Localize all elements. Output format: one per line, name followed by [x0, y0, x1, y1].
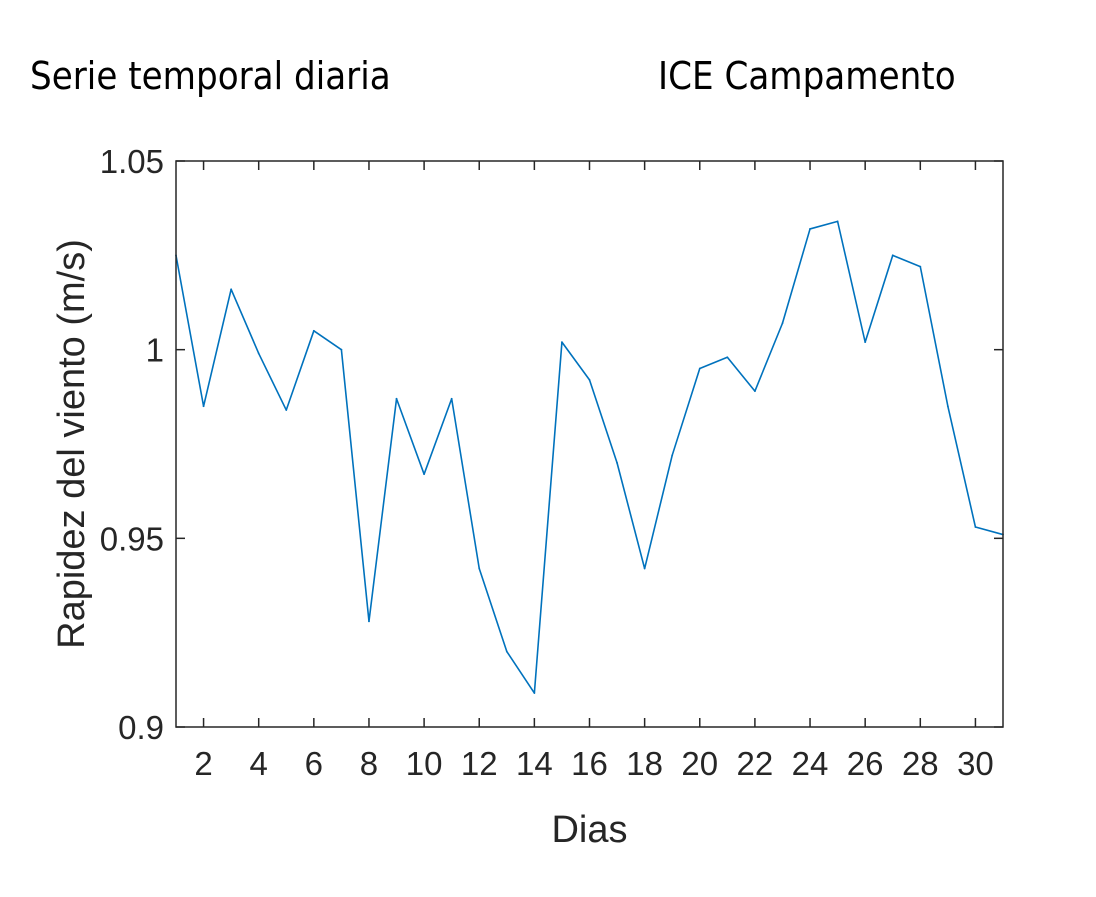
- x-tick-label: 18: [626, 745, 663, 782]
- left-title: Serie temporal diaria: [30, 54, 391, 98]
- x-axis-label: Dias: [551, 809, 627, 851]
- x-tick-label: 28: [902, 745, 939, 782]
- data-point: [643, 567, 646, 570]
- x-axis-ticks: 2 4 6 8 10 12 14 16 18 20 22 24 26 28 30: [194, 161, 994, 782]
- x-tick-label: 8: [360, 745, 378, 782]
- data-point: [809, 228, 811, 230]
- data-point: [230, 288, 233, 291]
- data-point: [588, 378, 591, 381]
- data-point: [340, 348, 343, 351]
- x-tick-label: 6: [305, 745, 323, 782]
- right-title: ICE Campamento: [658, 54, 956, 98]
- x-tick-label: 20: [681, 745, 718, 782]
- data-point: [616, 461, 618, 464]
- x-tick-label: 12: [461, 745, 498, 782]
- plot-frame: [175, 160, 1004, 728]
- x-tick-label: 10: [406, 745, 443, 782]
- data-point: [257, 352, 260, 355]
- x-tick-label: 30: [957, 745, 994, 782]
- data-point: [754, 390, 756, 393]
- data-point: [285, 409, 288, 411]
- data-point: [698, 367, 701, 370]
- x-tick-label: 14: [516, 745, 553, 782]
- x-tick-label: 16: [571, 745, 608, 782]
- data-point: [974, 526, 977, 528]
- x-tick-label: 24: [792, 745, 829, 782]
- data-point: [946, 405, 949, 408]
- data-point: [202, 405, 205, 408]
- data-point: [671, 454, 674, 457]
- y-tick-label: 0.9: [118, 709, 164, 746]
- x-tick-label: 22: [737, 745, 774, 782]
- data-point: [395, 397, 398, 400]
- data-point: [891, 254, 894, 257]
- data-point: [450, 397, 453, 400]
- data-point: [781, 322, 784, 325]
- y-axis-label: Rapidez del viento (m/s): [51, 239, 93, 649]
- data-point: [312, 329, 315, 332]
- series-line: [175, 220, 1004, 694]
- y-axis-ticks: 0.9 0.95 1 1.05: [100, 143, 1003, 746]
- data-point: [423, 473, 425, 476]
- data-point: [919, 265, 922, 268]
- x-tick-label: 2: [194, 745, 212, 782]
- data-point: [533, 692, 536, 694]
- x-tick-label: 26: [847, 745, 884, 782]
- series-group: [175, 220, 1004, 694]
- data-point: [836, 220, 839, 223]
- y-tick-label: 0.95: [100, 520, 164, 557]
- data-point: [505, 650, 508, 653]
- y-tick-label: 1: [146, 332, 164, 369]
- data-point: [368, 620, 370, 623]
- data-point: [561, 341, 563, 344]
- data-point: [478, 567, 481, 570]
- data-point: [726, 356, 729, 359]
- y-tick-label: 1.05: [100, 143, 164, 180]
- data-point: [864, 341, 867, 344]
- x-tick-label: 4: [250, 745, 268, 782]
